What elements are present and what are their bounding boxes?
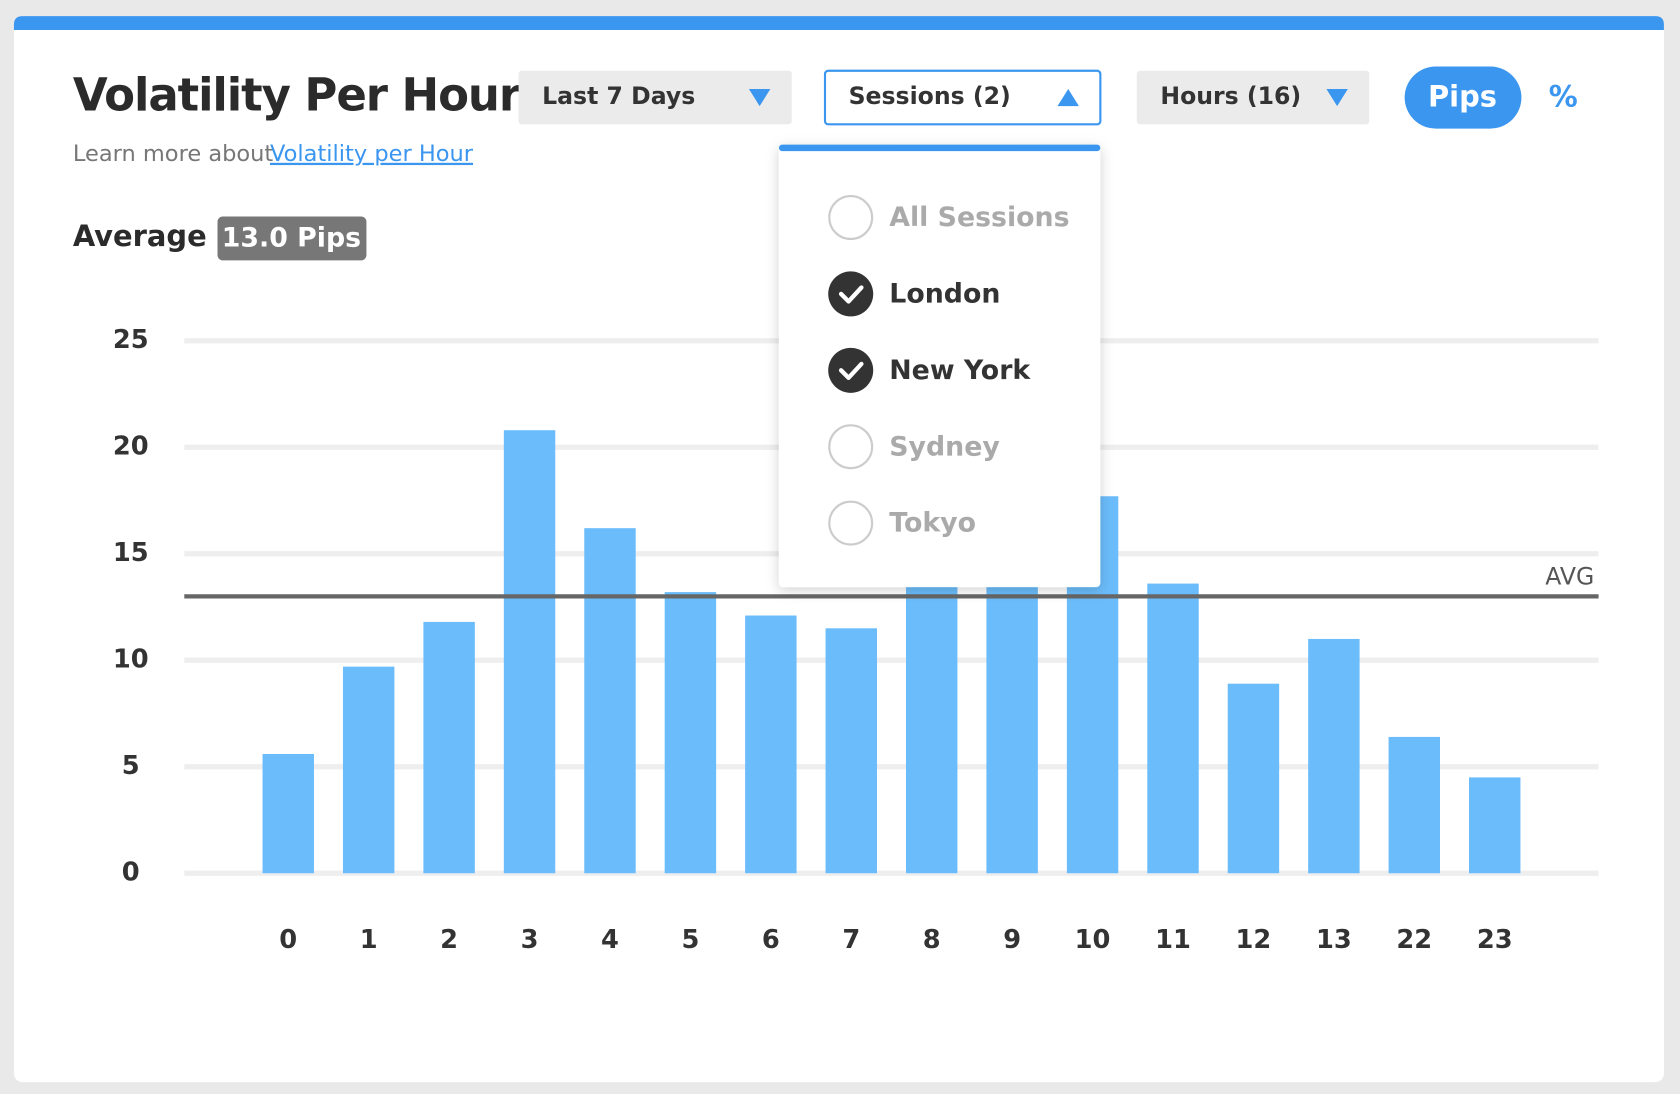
bar[interactable] xyxy=(1147,583,1199,874)
title: Volatility Per Hour xyxy=(73,69,522,122)
filter-label: Hours (16) xyxy=(1160,82,1301,110)
y-tick-label: 10 xyxy=(113,645,149,675)
filter-dropdown[interactable] xyxy=(518,70,792,125)
x-tick-label: 5 xyxy=(681,925,699,955)
filter-dropdown[interactable] xyxy=(1136,70,1370,125)
controls: Volatility Per Hour Learn more aboutVolat… xyxy=(73,66,1578,588)
x-tick-label: 7 xyxy=(842,925,860,955)
bar[interactable] xyxy=(423,621,475,874)
caret-down xyxy=(748,88,771,107)
checkbox-unchecked[interactable] xyxy=(828,424,874,470)
bar[interactable] xyxy=(1388,736,1441,874)
average-badge-text: 13.0 Pips xyxy=(222,222,361,253)
checkbox-checked[interactable] xyxy=(828,347,874,393)
x-tick-label: 23 xyxy=(1477,925,1513,955)
bar[interactable] xyxy=(1308,638,1360,874)
filter-dropdown[interactable] xyxy=(823,69,1102,126)
session-option[interactable]: All Sessions xyxy=(889,202,1069,233)
bar[interactable] xyxy=(664,592,717,874)
x-tick-label: 1 xyxy=(360,925,378,955)
x-tick-label: 2 xyxy=(440,925,458,955)
bar[interactable] xyxy=(825,628,877,874)
average-badge xyxy=(217,216,367,261)
card-top-bar xyxy=(13,16,1664,31)
caret-down xyxy=(1326,88,1348,107)
x-tick-label: 0 xyxy=(279,925,297,955)
bar[interactable] xyxy=(503,430,556,874)
session-option[interactable]: London xyxy=(889,279,1000,310)
bar[interactable] xyxy=(1227,683,1280,874)
filter-label: Sessions (2) xyxy=(849,82,1011,110)
filter-label: Last 7 Days xyxy=(542,82,695,110)
caret-up xyxy=(1057,88,1079,107)
x-tick-label: 10 xyxy=(1075,925,1111,955)
checkmark xyxy=(838,361,864,380)
session-option[interactable]: Tokyo xyxy=(889,508,976,539)
x-tick-label: 22 xyxy=(1396,925,1432,955)
toggle-other[interactable]: % xyxy=(1549,80,1578,114)
checkbox-unchecked[interactable] xyxy=(828,195,874,241)
checkbox-checked[interactable] xyxy=(828,271,874,317)
y-tick-label: 25 xyxy=(113,325,149,355)
x-tick-label: 9 xyxy=(1003,925,1021,955)
y-tick-label: 0 xyxy=(122,858,140,888)
session-option[interactable]: Sydney xyxy=(889,431,1000,462)
x-tick-label: 13 xyxy=(1316,925,1352,955)
x-tick-label: 3 xyxy=(521,925,539,955)
average-label: Average xyxy=(73,219,207,253)
bar[interactable] xyxy=(745,615,797,874)
dropdown-panel xyxy=(778,144,1101,588)
learn-more-link[interactable]: Volatility per Hour xyxy=(270,141,474,167)
dropdown-top-bar xyxy=(778,144,1101,152)
bar[interactable] xyxy=(905,553,958,874)
x-tick-label: 6 xyxy=(762,925,780,955)
bar[interactable] xyxy=(584,528,636,874)
bar[interactable] xyxy=(342,666,395,874)
toggle-active: Pips xyxy=(1428,80,1497,114)
bar[interactable] xyxy=(986,575,1038,874)
learn-more: Learn more about xyxy=(73,141,274,167)
x-tick-label: 8 xyxy=(923,925,941,955)
y-tick-label: 20 xyxy=(113,432,149,462)
average-line-label: AVG xyxy=(1545,563,1594,591)
x-tick-label: 11 xyxy=(1155,925,1191,955)
x-tick-label: 12 xyxy=(1236,925,1272,955)
x-tick-label: 4 xyxy=(601,925,619,955)
toggle-pill[interactable] xyxy=(1404,66,1522,129)
y-tick-label: 5 xyxy=(122,751,140,781)
bar[interactable] xyxy=(262,753,314,874)
y-tick-label: 15 xyxy=(113,538,149,568)
checkmark xyxy=(838,285,864,304)
checkbox-unchecked[interactable] xyxy=(828,500,874,546)
bar[interactable] xyxy=(1469,777,1521,874)
session-option[interactable]: New York xyxy=(889,355,1031,386)
